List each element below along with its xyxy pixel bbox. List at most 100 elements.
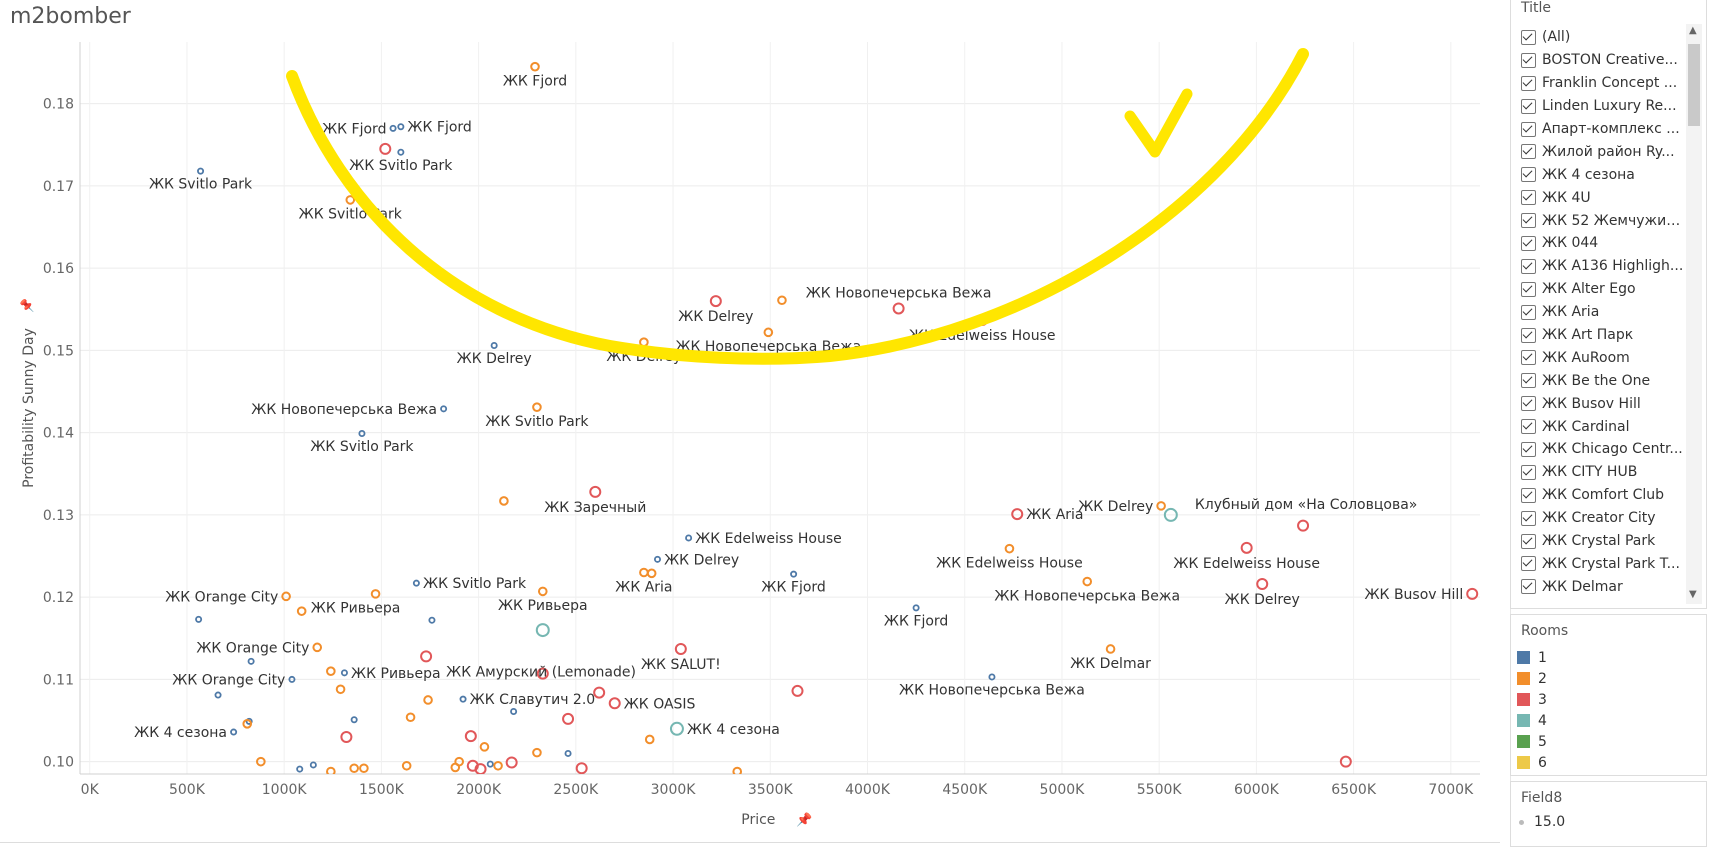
data-point[interactable] bbox=[345, 195, 356, 205]
data-point[interactable] bbox=[669, 721, 684, 736]
filter-item[interactable]: ЖК Comfort Club bbox=[1521, 484, 1689, 507]
filter-item[interactable]: ЖК 52 Жемчужин... bbox=[1521, 209, 1689, 232]
filter-item[interactable]: ЖК Creator City bbox=[1521, 507, 1689, 530]
filter-item[interactable]: ЖК Aria bbox=[1521, 301, 1689, 324]
checkbox-checked-icon[interactable] bbox=[1521, 579, 1536, 595]
data-point[interactable] bbox=[309, 761, 317, 769]
data-point[interactable] bbox=[499, 496, 509, 506]
filter-item[interactable]: ЖК AuRoom bbox=[1521, 346, 1689, 369]
pin-icon[interactable]: 📌 bbox=[796, 811, 812, 828]
data-point[interactable] bbox=[1082, 576, 1093, 587]
filter-item[interactable]: ЖК CITY HUB bbox=[1521, 461, 1689, 484]
data-point[interactable] bbox=[493, 760, 503, 771]
checkbox-checked-icon[interactable] bbox=[1521, 464, 1536, 480]
checkbox-checked-icon[interactable] bbox=[1521, 556, 1536, 572]
checkbox-checked-icon[interactable] bbox=[1521, 52, 1536, 68]
data-point[interactable] bbox=[440, 405, 448, 413]
filter-item[interactable]: (All) bbox=[1521, 26, 1689, 49]
data-point[interactable] bbox=[197, 167, 205, 175]
data-point[interactable] bbox=[464, 730, 477, 743]
checkbox-checked-icon[interactable] bbox=[1521, 441, 1536, 457]
data-point[interactable] bbox=[791, 684, 804, 697]
checkbox-checked-icon[interactable] bbox=[1521, 327, 1536, 343]
filter-scrollbar[interactable]: ▲ ▼ bbox=[1686, 24, 1702, 604]
scatter-chart[interactable]: 0.10 0.11 0.12 0.13 0.14 0.15 0.16 0.17 0.18 0K 50… bbox=[0, 36, 1500, 841]
scroll-thumb[interactable] bbox=[1688, 44, 1700, 126]
data-point[interactable] bbox=[537, 586, 548, 597]
scroll-up-icon[interactable]: ▲ bbox=[1689, 25, 1697, 36]
data-point[interactable] bbox=[777, 295, 787, 306]
filter-item[interactable]: BOSTON Creative... bbox=[1521, 49, 1689, 72]
data-point[interactable] bbox=[247, 657, 255, 665]
data-point[interactable] bbox=[1466, 587, 1479, 600]
filter-item[interactable]: ЖК Chicago Centr... bbox=[1521, 438, 1689, 461]
data-point[interactable] bbox=[1011, 508, 1024, 521]
data-point[interactable] bbox=[474, 763, 487, 774]
checkbox-checked-icon[interactable] bbox=[1521, 258, 1536, 274]
data-point[interactable] bbox=[1256, 578, 1269, 591]
data-point[interactable] bbox=[214, 691, 222, 699]
checkbox-checked-icon[interactable] bbox=[1521, 533, 1536, 549]
filter-item[interactable]: ЖК 4 сезона bbox=[1521, 163, 1689, 186]
checkbox-checked-icon[interactable] bbox=[1521, 167, 1536, 183]
checkbox-checked-icon[interactable] bbox=[1521, 419, 1536, 435]
data-point[interactable] bbox=[1163, 507, 1178, 522]
data-point[interactable] bbox=[412, 579, 420, 587]
scatter-plot-svg[interactable]: 0.10 0.11 0.12 0.13 0.14 0.15 0.16 0.17 0.18 0K 50… bbox=[0, 36, 1500, 841]
rooms-legend-item[interactable]: 3 bbox=[1511, 689, 1706, 710]
data-point[interactable] bbox=[1004, 543, 1015, 554]
data-point[interactable] bbox=[674, 642, 687, 655]
data-point[interactable] bbox=[709, 295, 722, 308]
data-point[interactable] bbox=[1240, 541, 1253, 554]
data-point[interactable] bbox=[397, 148, 405, 156]
rooms-legend-item[interactable]: 4 bbox=[1511, 710, 1706, 731]
rooms-legend-item[interactable]: 1 bbox=[1511, 647, 1706, 668]
data-point[interactable] bbox=[912, 604, 920, 612]
filter-item[interactable]: Franklin Concept ... bbox=[1521, 72, 1689, 95]
checkbox-checked-icon[interactable] bbox=[1521, 396, 1536, 412]
data-point[interactable] bbox=[459, 695, 467, 703]
checkbox-checked-icon[interactable] bbox=[1521, 144, 1536, 160]
data-point[interactable] bbox=[389, 124, 397, 132]
data-point[interactable] bbox=[988, 673, 996, 681]
data-point[interactable] bbox=[790, 570, 798, 578]
data-point[interactable] bbox=[281, 591, 291, 602]
filter-item[interactable]: ЖК 044 bbox=[1521, 232, 1689, 255]
data-point[interactable] bbox=[530, 61, 540, 72]
checkbox-checked-icon[interactable] bbox=[1521, 350, 1536, 366]
data-point[interactable] bbox=[358, 429, 366, 437]
data-point[interactable] bbox=[242, 719, 253, 729]
data-point[interactable] bbox=[564, 749, 572, 757]
data-point[interactable] bbox=[562, 712, 575, 725]
data-point[interactable] bbox=[654, 555, 662, 563]
data-point[interactable] bbox=[296, 606, 307, 616]
checkbox-checked-icon[interactable] bbox=[1521, 373, 1536, 389]
data-point[interactable] bbox=[401, 760, 412, 771]
data-point[interactable] bbox=[490, 341, 498, 349]
data-point[interactable] bbox=[195, 615, 203, 623]
data-point[interactable] bbox=[892, 302, 905, 315]
filter-item[interactable]: ЖК Be the One bbox=[1521, 369, 1689, 392]
checkbox-checked-icon[interactable] bbox=[1521, 75, 1536, 91]
data-point[interactable] bbox=[245, 717, 253, 725]
data-point[interactable] bbox=[340, 730, 353, 743]
data-point[interactable] bbox=[296, 765, 304, 773]
data-point[interactable] bbox=[685, 534, 693, 542]
checkbox-checked-icon[interactable] bbox=[1521, 213, 1536, 229]
filter-item[interactable]: ЖК Crystal Park T... bbox=[1521, 552, 1689, 575]
filter-item[interactable]: ЖК Alter Ego bbox=[1521, 278, 1689, 301]
data-point[interactable] bbox=[479, 742, 490, 752]
data-point[interactable] bbox=[644, 734, 655, 745]
filter-item[interactable]: ЖК Delmar bbox=[1521, 575, 1689, 598]
data-point[interactable] bbox=[593, 686, 606, 699]
data-point[interactable] bbox=[486, 760, 494, 768]
data-point[interactable] bbox=[423, 695, 433, 705]
data-point[interactable] bbox=[359, 763, 369, 774]
checkbox-checked-icon[interactable] bbox=[1521, 98, 1536, 114]
filter-item[interactable]: Апарт-комплекс ... bbox=[1521, 118, 1689, 141]
checkbox-checked-icon[interactable] bbox=[1521, 29, 1536, 45]
rooms-legend-item[interactable]: 2 bbox=[1511, 668, 1706, 689]
data-point[interactable] bbox=[1339, 755, 1352, 768]
data-point[interactable] bbox=[349, 763, 359, 774]
data-point[interactable] bbox=[505, 756, 518, 769]
